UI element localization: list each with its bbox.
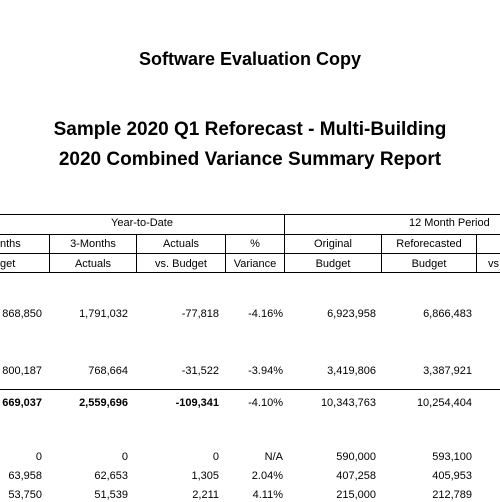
row-1-col-5: 3,419,806: [327, 365, 376, 377]
col-subheader-3: vs. Budget: [155, 258, 207, 270]
row-0-col-4: -4.16%: [248, 308, 283, 320]
row-4-col-6: 405,953: [432, 470, 472, 482]
column-divider: [476, 234, 477, 272]
col-header-6: Reforecasted: [396, 238, 462, 250]
col-header-3: Actuals: [162, 238, 200, 250]
col-subheader-1: get: [0, 258, 16, 270]
row-5-col-6: 212,789: [432, 489, 472, 501]
row-0-col-5: 6,923,958: [327, 308, 376, 320]
report-subtitle: 2020 Combined Variance Summary Report: [58, 149, 442, 170]
row-4-col-1: 63,958: [8, 470, 42, 482]
row-0-col-1: 868,850: [2, 308, 42, 320]
row-3-col-3: 0: [212, 451, 219, 463]
row-4-col-4: 2.04%: [251, 470, 283, 482]
col-header-4: %: [250, 238, 260, 250]
col-header-1: nths: [0, 238, 21, 250]
column-divider: [136, 234, 137, 272]
column-divider: [225, 234, 226, 272]
row-2-col-3: -109,341: [175, 397, 219, 409]
row-3-col-5: 590,000: [336, 451, 376, 463]
header-mid-rule: [0, 253, 500, 254]
group-header-period: 12 Month Period: [409, 217, 490, 229]
row-5-col-4: 4.11%: [252, 489, 283, 501]
row-5-col-1: 53,750: [8, 489, 42, 501]
row-1-col-1: 800,187: [2, 365, 42, 377]
header-bottom-rule: [0, 272, 500, 273]
col-subheader-4: Variance: [233, 258, 277, 270]
column-divider: [381, 234, 382, 272]
row-4-col-2: 62,653: [94, 470, 128, 482]
col-subheader-5: Budget: [315, 258, 351, 270]
row-1-col-4: -3.94%: [248, 365, 283, 377]
row-1-col-2: 768,664: [88, 365, 128, 377]
column-divider: [49, 234, 50, 272]
row-0-col-6: 6,866,483: [423, 308, 472, 320]
row-3-col-2: 0: [121, 451, 128, 463]
header-top-rule: [0, 214, 500, 215]
header-group-rule: [0, 234, 500, 235]
row-2-col-5: 10,343,763: [320, 397, 376, 409]
report-title: Sample 2020 Q1 Reforecast - Multi-Buildi…: [53, 119, 447, 140]
row-2-col-2: 2,559,696: [79, 397, 128, 409]
row-3-col-4: N/A: [264, 451, 283, 463]
row-3-col-6: 593,100: [432, 451, 472, 463]
row-5-col-2: 51,539: [94, 489, 128, 501]
col-subheader-7: vs: [488, 258, 499, 270]
row-5-col-5: 215,000: [336, 489, 376, 501]
row-0-col-2: 1,791,032: [79, 308, 128, 320]
col-header-2: 3-Months: [70, 238, 116, 250]
total-rule: [0, 389, 500, 390]
col-header-5: Original: [314, 238, 352, 250]
row-4-col-3: 1,305: [191, 470, 219, 482]
col-subheader-2: Actuals: [74, 258, 112, 270]
evaluation-banner: Software Evaluation Copy: [138, 49, 362, 69]
row-1-col-3: -31,522: [181, 365, 219, 377]
row-4-col-5: 407,258: [336, 470, 376, 482]
group-divider: [284, 214, 285, 272]
row-2-col-1: 669,037: [2, 397, 42, 409]
col-subheader-6: Budget: [411, 258, 447, 270]
row-5-col-3: 2,211: [192, 489, 219, 501]
row-0-col-3: -77,818: [181, 308, 219, 320]
row-2-col-4: -4.10%: [248, 397, 283, 409]
row-2-col-6: 10,254,404: [416, 397, 472, 409]
group-header-ytd: Year-to-Date: [111, 217, 173, 229]
row-3-col-1: 0: [35, 451, 42, 463]
row-1-col-6: 3,387,921: [423, 365, 472, 377]
